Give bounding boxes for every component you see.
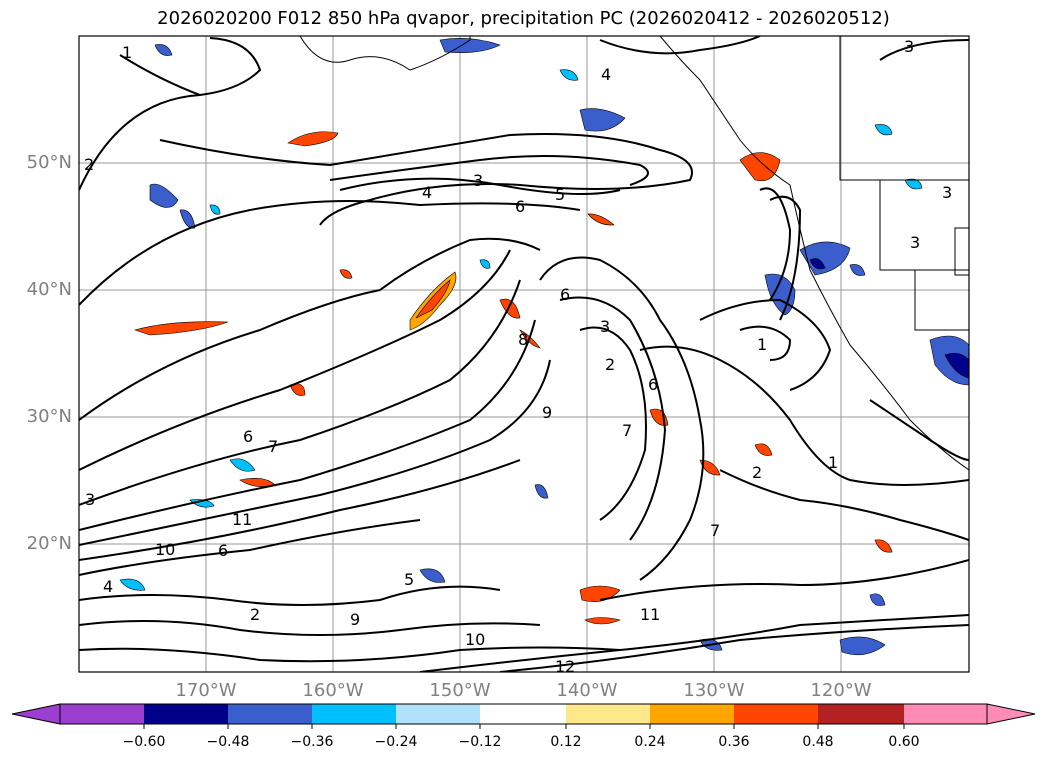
contour-label: 9 [350,610,360,629]
colorbar [11,703,1036,729]
contour-label: 4 [601,65,611,84]
lon-label: 170°W [175,680,237,701]
colorbar-tick-label: 0.12 [550,734,582,750]
contour-label: 10 [155,540,175,559]
contour-label: 10 [465,630,485,649]
contour-label: 7 [622,421,632,440]
contour-label: 3 [473,171,483,190]
contour-label: 7 [268,437,278,456]
colorbar-bin [904,704,987,724]
contour-label: 6 [515,197,525,216]
contour-label: 3 [904,37,914,56]
colorbar-bin [228,704,312,724]
contour-label: 2 [84,155,94,174]
colorbar-extend-left [11,703,61,725]
lat-label: 50°N [26,152,72,173]
contour-label: 12 [555,657,575,676]
colorbar-tick-label: −0.12 [458,734,502,750]
contour-label: 1 [122,43,132,62]
gridlines [79,36,969,672]
precip-blobs [119,38,969,656]
contour-label: 4 [103,577,113,596]
contour-label: 3 [85,490,95,509]
colorbar-tick-label: 0.60 [888,734,920,750]
contour-label: 4 [422,183,432,202]
lon-label: 130°W [683,680,745,701]
contour-label: 6 [243,427,253,446]
contour-label: 5 [555,185,565,204]
lon-label: 160°W [302,680,364,701]
map-frame [78,35,970,673]
colorbar-frame [59,703,988,725]
contour-label: 2 [250,605,260,624]
colorbar-tick-label: 0.24 [634,734,666,750]
contour-label: 6 [560,285,570,304]
contour-label: 8 [518,330,528,349]
contour-label: 3 [910,233,920,252]
contour-label: 5 [404,570,414,589]
colorbar-tick-label: −0.24 [374,734,418,750]
contour-label: 11 [640,605,660,624]
lon-label: 120°W [810,680,872,701]
lat-label: 20°N [26,533,72,554]
contour-label: 2 [752,463,762,482]
colorbar-bin [734,704,818,724]
contour-label: 2 [605,355,615,374]
colorbar-tick-label: −0.60 [122,734,166,750]
coastlines [299,36,969,471]
lat-label: 40°N [26,279,72,300]
contour-label: 6 [648,375,658,394]
lat-label: 30°N [26,406,72,427]
colorbar-bin [566,704,650,724]
colorbar-bin [312,704,396,724]
contour-label: 1 [757,335,767,354]
colorbar-bin [60,704,144,724]
qvapor-contours [79,36,969,672]
colorbar-bin [818,704,904,724]
contour-label: 1 [828,453,838,472]
contour-label: 3 [942,183,952,202]
colorbar-extend-right [986,703,1036,725]
colorbar-tick-label: 0.48 [802,734,834,750]
contour-label: 11 [232,510,252,529]
lon-label: 150°W [429,680,491,701]
colorbar-bin [480,704,566,724]
colorbar-bin [144,704,228,724]
colorbar-bin [396,704,480,724]
colorbar-tick-label: −0.36 [290,734,334,750]
contour-label: 3 [600,317,610,336]
contour-label: 7 [710,521,720,540]
colorbar-tick-label: 0.36 [718,734,750,750]
colorbar-bin [650,704,734,724]
contour-label: 6 [218,541,228,560]
chart-title: 2026020200 F012 850 hPa qvapor, precipit… [157,8,890,29]
lon-label: 140°W [556,680,618,701]
contour-label: 9 [542,403,552,422]
colorbar-tick-label: −0.48 [206,734,250,750]
